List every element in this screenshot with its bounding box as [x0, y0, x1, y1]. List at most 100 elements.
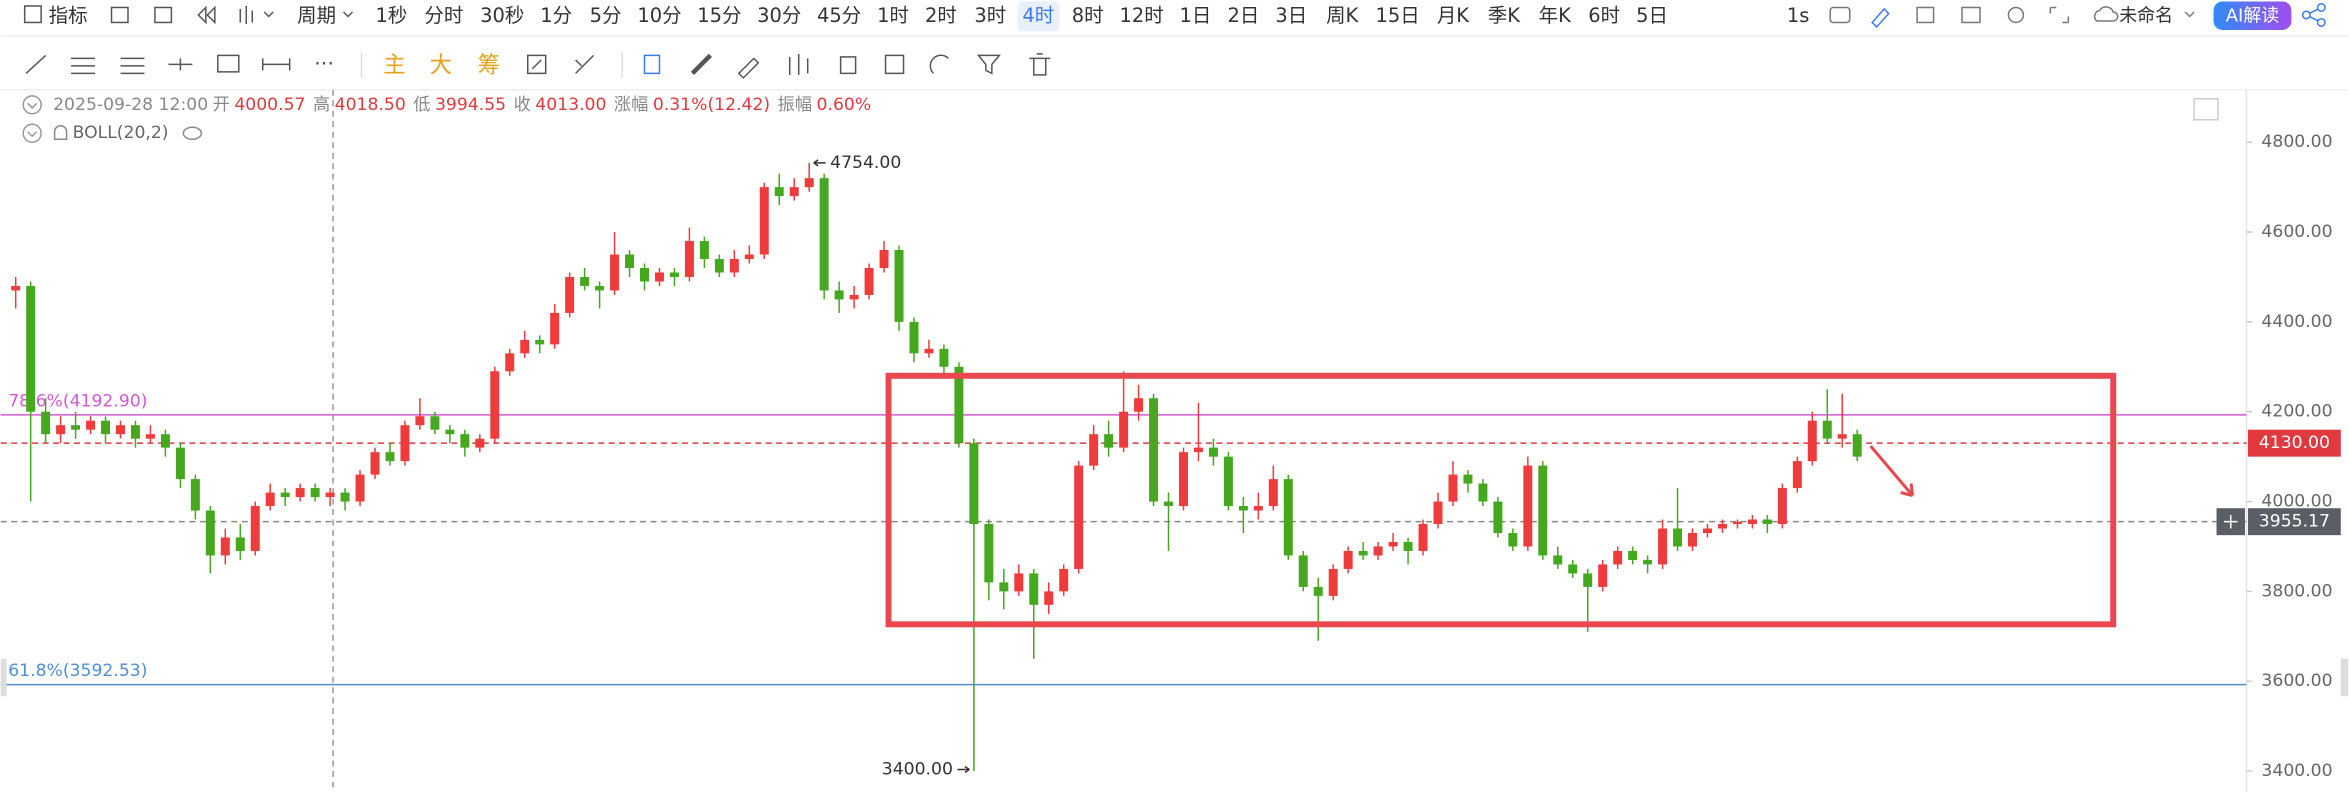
- delete-tool[interactable]: [1029, 53, 1051, 76]
- tool-icon[interactable]: [1916, 6, 1935, 24]
- hide-icon[interactable]: [182, 126, 203, 140]
- interval-button[interactable]: 1时: [877, 4, 909, 27]
- interval-button[interactable]: 15日: [1375, 4, 1419, 27]
- field-value: 4013.00: [535, 95, 606, 115]
- interval-button[interactable]: 30分: [757, 4, 801, 27]
- tool-icon[interactable]: [929, 54, 949, 74]
- tool-icon[interactable]: [690, 53, 712, 75]
- rect-tool[interactable]: [217, 54, 240, 73]
- more-tools[interactable]: ···: [314, 51, 334, 75]
- draw-icon[interactable]: [1871, 7, 1890, 29]
- indicator-label: BOLL(20,2): [73, 123, 169, 143]
- candle-body: [669, 272, 679, 277]
- period-button[interactable]: 周期: [297, 4, 336, 27]
- interval-button[interactable]: 30秒: [480, 4, 524, 27]
- interval-button[interactable]: 1秒: [376, 4, 408, 27]
- plot: 3400.00 3600.00 3800.00 4000.00 4200.00 4400.…: [0, 132, 2341, 781]
- share-icon: [2316, 2, 2326, 12]
- tool-icon[interactable]: [575, 54, 595, 74]
- interval-button[interactable]: 5日: [1636, 4, 1668, 27]
- indicator-icon[interactable]: [23, 5, 42, 24]
- tool-icon[interactable]: [737, 57, 760, 79]
- interval-button[interactable]: 45分: [817, 4, 861, 27]
- range-box: [885, 372, 2117, 628]
- candle-body: [400, 425, 410, 462]
- field-label: 开: [213, 95, 230, 115]
- interval-button[interactable]: 1日: [1180, 4, 1212, 27]
- interval-button[interactable]: 12时: [1119, 4, 1163, 27]
- ai-button-bg[interactable]: [2213, 1, 2292, 30]
- interval-button[interactable]: 年K: [1539, 4, 1572, 27]
- interval-button[interactable]: 1分: [540, 4, 572, 27]
- draw-tool[interactable]: 大: [430, 52, 452, 78]
- side-handle[interactable]: [2340, 658, 2349, 697]
- interval-button[interactable]: 8时: [1072, 4, 1104, 27]
- alert-icon[interactable]: [53, 125, 68, 140]
- side-handle[interactable]: [0, 658, 7, 697]
- collapse-icon[interactable]: [22, 123, 42, 143]
- candle-body: [1613, 550, 1623, 565]
- candle-body: [41, 411, 51, 435]
- collapse-icon[interactable]: [22, 95, 42, 115]
- y-tick-label: 4200.00: [2261, 402, 2332, 422]
- interval-button[interactable]: 3日: [1275, 4, 1307, 27]
- candle-body: [1568, 564, 1578, 574]
- datetime: 2025-09-28 12:00: [53, 95, 208, 115]
- candle-body: [550, 312, 560, 345]
- draw-tool[interactable]: 主: [383, 52, 405, 78]
- candle-body: [535, 339, 545, 345]
- tool-icon[interactable]: [1961, 6, 1981, 24]
- interval-button[interactable]: 4时: [1022, 4, 1054, 27]
- layout-name[interactable]: 未命名: [2119, 5, 2173, 26]
- tool-icon[interactable]: [154, 6, 173, 24]
- ai-button[interactable]: AI解读: [2226, 5, 2280, 26]
- speed-button[interactable]: 1s: [1787, 4, 1810, 27]
- interval-button[interactable]: 2日: [1227, 4, 1259, 27]
- interval-button[interactable]: 2时: [925, 4, 957, 27]
- tool-icon[interactable]: [526, 54, 547, 75]
- candle-body: [1643, 559, 1653, 565]
- tool-icon[interactable]: [239, 5, 274, 24]
- plus-icon: [2224, 514, 2238, 529]
- candle-body: [1747, 519, 1757, 525]
- candle-body: [1777, 488, 1787, 525]
- settings-icon[interactable]: [2007, 6, 2025, 24]
- tool-icon[interactable]: [884, 54, 905, 75]
- line-tool[interactable]: [25, 54, 47, 74]
- interval-button[interactable]: 季K: [1488, 4, 1521, 27]
- filter-tool[interactable]: [976, 54, 1001, 75]
- camera-icon[interactable]: [1829, 6, 1851, 24]
- interval-button[interactable]: 6时: [1588, 4, 1620, 27]
- cross-tool[interactable]: [168, 58, 193, 71]
- interval-bar: 1秒 分时 30秒 1分 5分 10分 15分 30分 45分 1时 2时 3时 4时 8时 12时 1日 2日…: [376, 1, 1668, 32]
- candle-body: [415, 416, 425, 426]
- interval-button[interactable]: 周K: [1326, 4, 1359, 27]
- fullscreen-icon[interactable]: [2049, 6, 2070, 24]
- interval-button[interactable]: 5分: [590, 4, 622, 27]
- trend-arrow: [1869, 445, 1915, 498]
- interval-button[interactable]: 分时: [424, 4, 463, 27]
- interval-button[interactable]: 15分: [697, 4, 741, 27]
- indicator-button[interactable]: 指标: [49, 4, 88, 27]
- y-tick-label: 4000.00: [2261, 492, 2332, 512]
- candle-body: [235, 537, 245, 551]
- parallel-tool[interactable]: [120, 57, 145, 75]
- tool-icon[interactable]: [839, 56, 857, 75]
- interval-button[interactable]: 3时: [974, 4, 1006, 27]
- expand-icon[interactable]: [2193, 98, 2219, 121]
- draw-tool[interactable]: 筹: [478, 52, 500, 78]
- candle-body: [310, 488, 320, 498]
- interval-button[interactable]: 月K: [1437, 4, 1470, 27]
- share-icon: [2316, 17, 2326, 27]
- candle-body: [1193, 447, 1203, 453]
- range-tool[interactable]: [261, 58, 291, 71]
- tool-icon[interactable]: [197, 5, 216, 25]
- tool-icon[interactable]: [110, 6, 129, 24]
- channel-tool[interactable]: [71, 57, 96, 75]
- tool-icon[interactable]: [643, 54, 661, 75]
- candle-body: [1553, 555, 1563, 565]
- candle-body: [1298, 555, 1308, 587]
- interval-button[interactable]: 10分: [637, 4, 681, 27]
- candle-body: [1149, 398, 1159, 502]
- tool-icon[interactable]: [788, 53, 809, 75]
